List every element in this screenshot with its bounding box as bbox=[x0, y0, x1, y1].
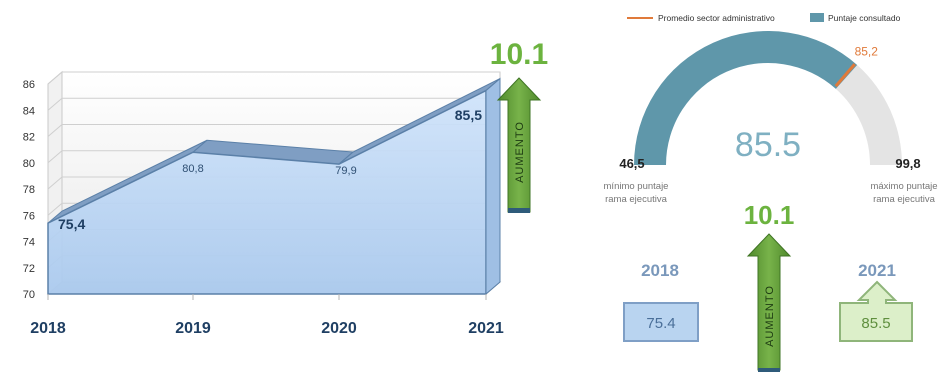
comparison-value-start: 75.4 bbox=[646, 315, 675, 332]
y-tick-label: 78 bbox=[23, 184, 35, 196]
gauge-min-caption-line1: mínimo puntaje bbox=[604, 181, 669, 192]
y-tick-label: 80 bbox=[23, 158, 35, 170]
x-tick-label: 2019 bbox=[175, 320, 211, 337]
comparison-value-end: 85.5 bbox=[861, 315, 890, 332]
gauge-max-caption-line1: máximo puntaje bbox=[870, 181, 937, 192]
y-tick-label: 84 bbox=[23, 105, 35, 117]
comparison-start-box bbox=[623, 302, 699, 342]
legend-swatch-value bbox=[810, 13, 824, 22]
increase-arrow-label-left: AUMENTO bbox=[514, 121, 526, 183]
gauge-max-label: 99,8 bbox=[895, 156, 920, 171]
data-label: 85,5 bbox=[455, 107, 482, 123]
gauge-min-caption-line2: rama ejecutiva bbox=[605, 194, 667, 205]
data-label: 79,9 bbox=[335, 165, 356, 177]
comparison-increase-arrow bbox=[746, 233, 792, 372]
data-labels: 75,4 80,8 79,9 85,5 bbox=[58, 107, 482, 232]
increase-arrow-left bbox=[496, 77, 542, 213]
gridline bbox=[47, 124, 500, 137]
y-tick-label: 82 bbox=[23, 132, 35, 144]
y-axis-ticks: 70 72 74 76 78 80 82 84 86 bbox=[23, 79, 35, 301]
comparison-increase-value: 10.1 bbox=[744, 200, 795, 230]
y-tick-label: 74 bbox=[23, 237, 35, 249]
x-tick-label: 2021 bbox=[468, 320, 504, 337]
gauge-value-arc bbox=[634, 31, 858, 165]
comparison-panel: 10.1 AUMENTO 2018 2021 75.4 85.5 bbox=[623, 200, 913, 372]
gauge-value-label: 85.5 bbox=[735, 126, 801, 164]
comparison-end-box bbox=[839, 280, 913, 342]
x-tick-label: 2018 bbox=[30, 320, 66, 337]
comparison-year-end: 2021 bbox=[858, 261, 896, 280]
x-axis-ticks: 2018 2019 2020 2021 bbox=[30, 320, 504, 337]
legend-label-average: Promedio sector administrativo bbox=[658, 13, 775, 23]
area-end-cap bbox=[485, 77, 501, 296]
increase-value-left: 10.1 bbox=[490, 38, 548, 71]
gauge-remaining-arc bbox=[835, 64, 902, 165]
gauge-average-label: 85,2 bbox=[855, 44, 879, 58]
area-series bbox=[47, 77, 501, 300]
y-tick-label: 72 bbox=[23, 263, 35, 275]
y-tick-label: 70 bbox=[23, 289, 35, 301]
comparison-year-start: 2018 bbox=[641, 261, 679, 280]
gauge-min-label: 46,5 bbox=[619, 156, 644, 171]
y-tick-label: 86 bbox=[23, 79, 35, 91]
gridline bbox=[47, 97, 500, 111]
gauge-max-caption-line2: rama ejecutiva bbox=[873, 194, 935, 205]
legend-label-value: Puntaje consultado bbox=[828, 13, 901, 23]
gauge-chart: Promedio sector administrativo Puntaje c… bbox=[604, 13, 938, 205]
x-tick-label: 2020 bbox=[321, 320, 357, 337]
gauge-average-marker bbox=[834, 63, 856, 88]
gridline bbox=[47, 150, 500, 164]
comparison-arrow-label: AUMENTO bbox=[764, 285, 776, 347]
data-label: 75,4 bbox=[58, 216, 85, 232]
data-label: 80,8 bbox=[182, 163, 203, 175]
y-tick-label: 76 bbox=[23, 210, 35, 222]
area-chart: 70 72 74 76 78 80 82 84 86 2018 2019 2020 2021 75,4… bbox=[23, 38, 548, 337]
gauge-legend: Promedio sector administrativo Puntaje c… bbox=[627, 13, 901, 23]
gridline bbox=[47, 71, 500, 85]
